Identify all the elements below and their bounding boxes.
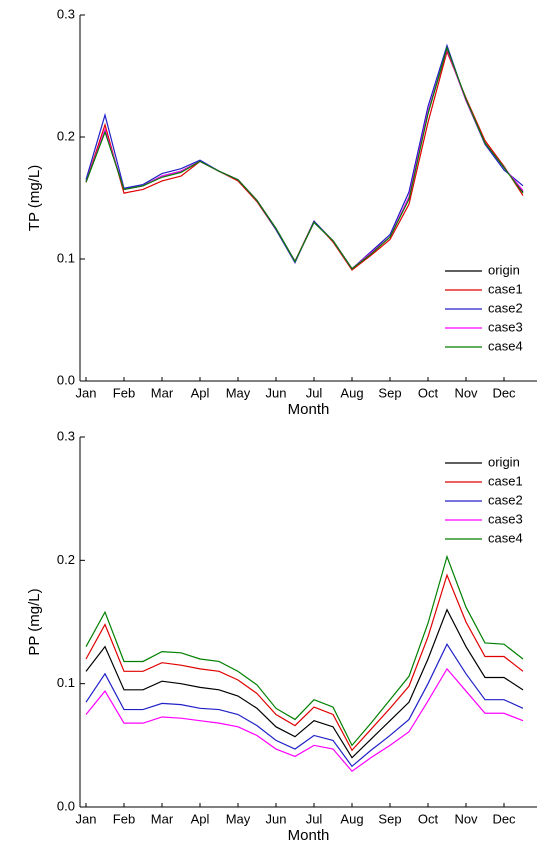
x-tick-label: Jul — [306, 385, 323, 400]
series-line — [85, 46, 524, 270]
y-axis-label: PP (mg/L) — [26, 588, 43, 655]
y-tick-label: 0.2 — [57, 552, 75, 567]
x-tick-label: Dec — [492, 385, 516, 400]
x-axis-label: Month — [288, 401, 330, 418]
y-tick-label: 0.1 — [57, 250, 75, 265]
legend-label: case2 — [488, 492, 523, 507]
series-line — [85, 642, 524, 768]
x-tick-label: Jan — [76, 811, 97, 826]
series-line — [85, 47, 524, 270]
legend-label: case1 — [488, 281, 523, 296]
x-tick-label: Aug — [340, 385, 363, 400]
y-tick-label: 0.3 — [57, 428, 75, 443]
series-line — [85, 554, 524, 747]
legend-label: origin — [488, 262, 520, 277]
legend-label: case3 — [488, 511, 523, 526]
series-line — [85, 49, 524, 271]
legend-label: case1 — [488, 473, 523, 488]
x-tick-label: May — [226, 385, 251, 400]
legend-label: case4 — [488, 338, 523, 353]
x-tick-label: Jun — [266, 385, 287, 400]
legend-label: origin — [488, 454, 520, 469]
x-tick-label: Apl — [191, 811, 210, 826]
x-tick-label: May — [226, 811, 251, 826]
series-line — [85, 47, 524, 270]
x-tick-label: Mar — [151, 811, 174, 826]
legend-label: case3 — [488, 319, 523, 334]
x-tick-label: Oct — [418, 811, 439, 826]
x-tick-label: Sep — [378, 385, 401, 400]
x-tick-label: Nov — [454, 811, 478, 826]
x-tick-label: Mar — [151, 385, 174, 400]
y-axis-label: TP (mg/L) — [26, 165, 43, 231]
legend-label: case2 — [488, 300, 523, 315]
x-tick-label: Jul — [306, 811, 323, 826]
x-tick-label: Nov — [454, 385, 478, 400]
x-tick-label: Oct — [418, 385, 439, 400]
x-tick-label: Jun — [266, 811, 287, 826]
x-tick-label: Feb — [113, 811, 135, 826]
y-tick-label: 0.0 — [57, 798, 75, 813]
series-line — [85, 573, 524, 752]
y-tick-label: 0.0 — [57, 372, 75, 387]
x-tick-label: Dec — [492, 811, 516, 826]
y-tick-label: 0.2 — [57, 128, 75, 143]
x-tick-label: Sep — [378, 811, 401, 826]
x-tick-label: Aug — [340, 811, 363, 826]
x-tick-label: Jan — [76, 385, 97, 400]
legend-label: case4 — [488, 530, 523, 545]
x-tick-label: Apl — [191, 385, 210, 400]
series-line — [85, 608, 524, 759]
x-tick-label: Feb — [113, 385, 135, 400]
y-tick-label: 0.1 — [57, 675, 75, 690]
y-tick-label: 0.3 — [57, 6, 75, 21]
x-axis-label: Month — [288, 827, 330, 844]
series-line — [85, 667, 524, 773]
